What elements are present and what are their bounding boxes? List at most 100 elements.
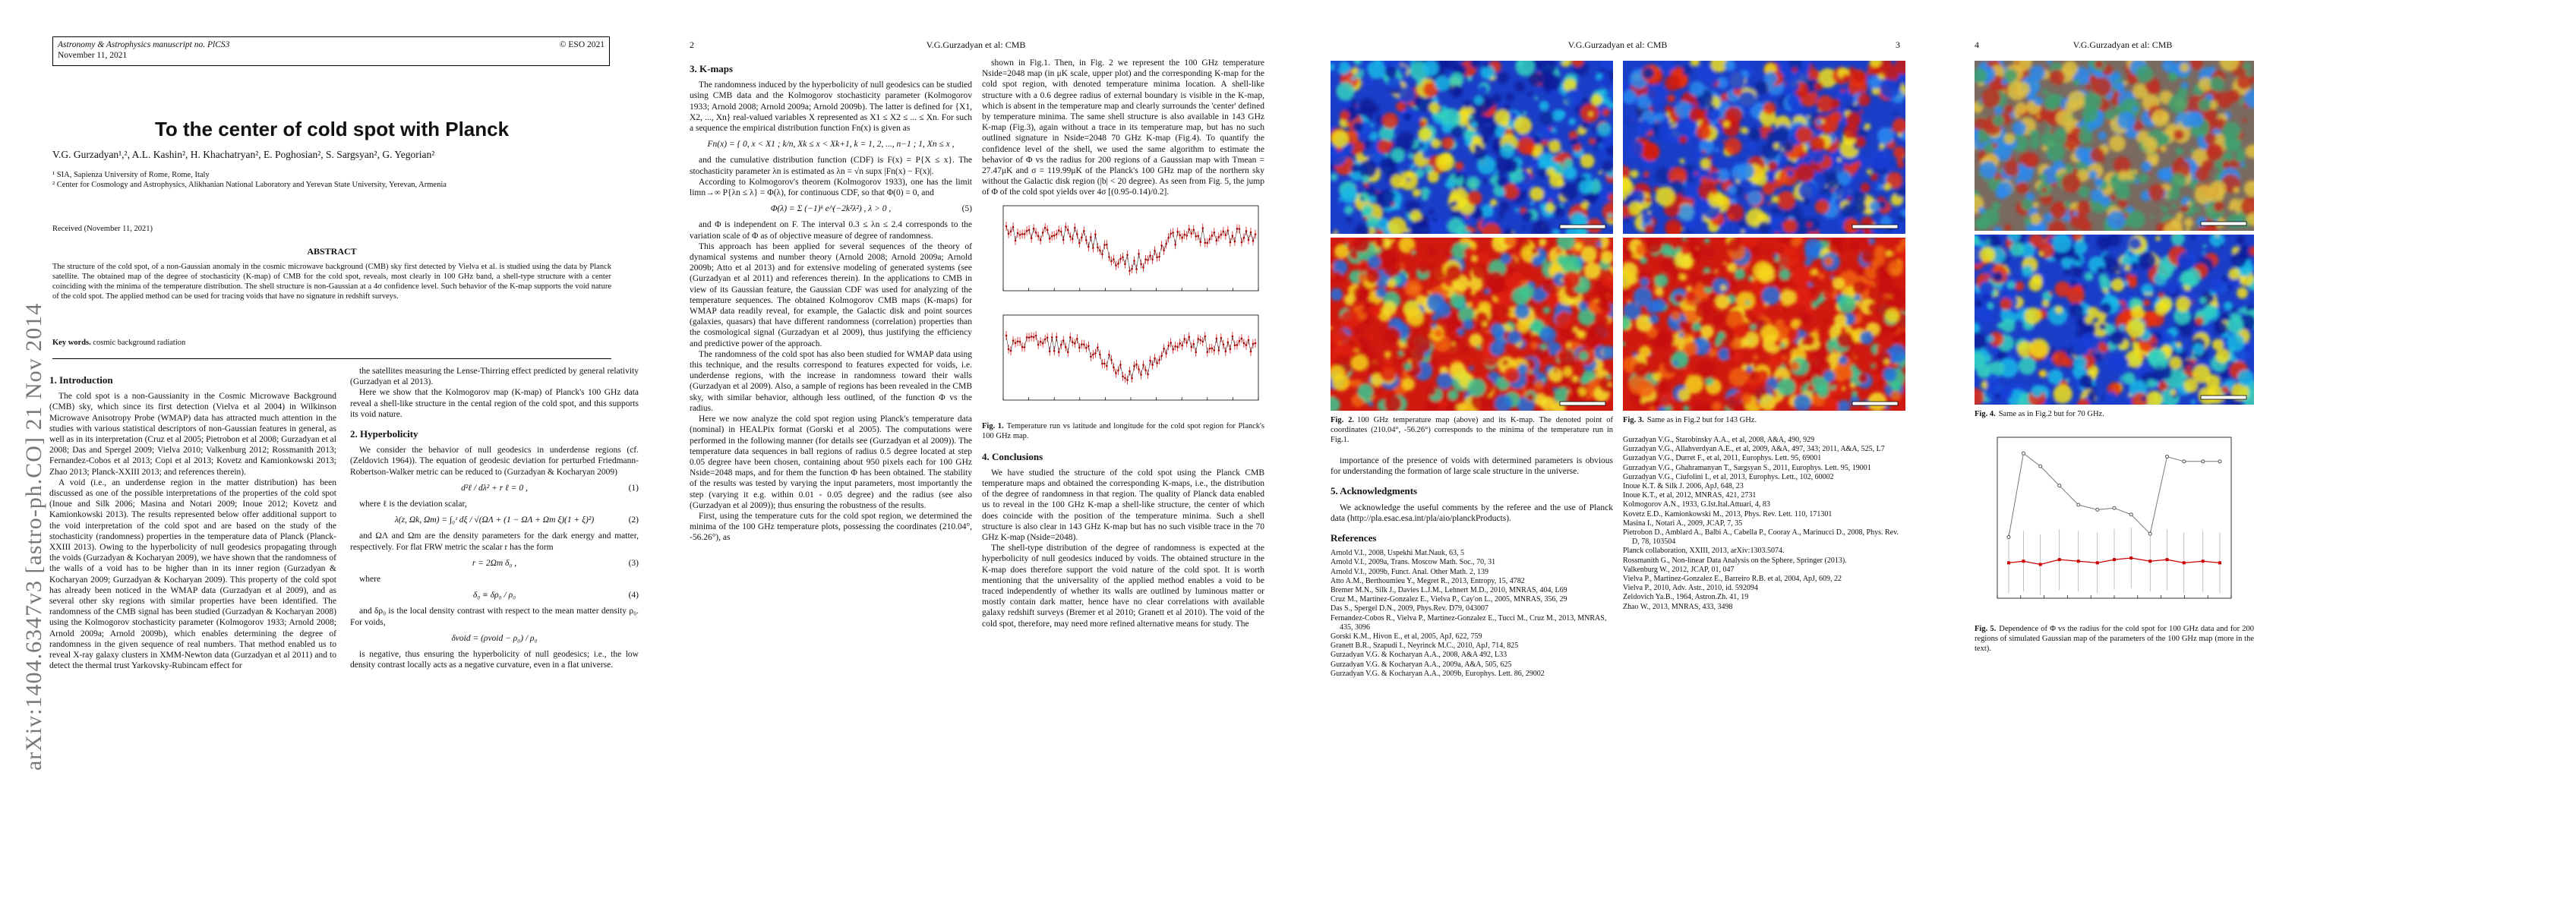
map-blob [1608, 193, 1613, 202]
map-blob [1608, 383, 1612, 386]
map-blob [1842, 266, 1848, 273]
map-blob [1777, 377, 1796, 396]
map-blob [1552, 205, 1564, 217]
map-blob [1753, 260, 1773, 280]
map-blob [1602, 134, 1613, 147]
map-blob [1480, 65, 1495, 80]
map-blob [2192, 343, 2205, 356]
map-blob [2049, 69, 2065, 86]
map-blob [1410, 210, 1422, 222]
map-blob [2117, 199, 2127, 209]
map-blob [1689, 80, 1705, 96]
map-blob [2230, 252, 2247, 268]
map-blob [2079, 129, 2093, 144]
map-blob [1727, 278, 1738, 288]
map-blob [1596, 377, 1600, 381]
map-blob [1404, 232, 1408, 234]
map-blob [2029, 338, 2050, 358]
scale-bar [2200, 395, 2247, 400]
map-blob [1867, 302, 1879, 314]
map-blob [2010, 156, 2015, 160]
map-blob [1672, 157, 1677, 162]
map-blob [1997, 168, 2003, 174]
map-blob [1847, 196, 1852, 202]
map-blob [1745, 300, 1750, 305]
map-blob [2077, 279, 2082, 285]
map-blob [2107, 235, 2121, 247]
map-blob [1413, 112, 1422, 121]
equation-body: d²ℓ / dλ² + r ℓ = 0 , [461, 483, 528, 493]
map-blob [1799, 312, 1813, 325]
equation-body: Φ(λ) = Σ (−1)ᵏ e^(−2k²λ²) , λ > 0 , [770, 204, 892, 214]
map-blob [1553, 272, 1567, 286]
map-blob [1868, 76, 1882, 90]
map-blob [1993, 271, 2003, 282]
map-blob [1779, 167, 1799, 187]
reference: Kovetz E.D., Kamionkowski M., 2013, Phys… [1623, 509, 1833, 519]
map-blob [1792, 216, 1811, 234]
map-blob [1804, 374, 1813, 383]
map-blob [1589, 175, 1596, 181]
map-blob [1427, 171, 1440, 183]
map-blob [1878, 143, 1885, 150]
map-blob [2132, 83, 2148, 99]
map-blob [1690, 273, 1700, 282]
map-blob [1678, 135, 1687, 144]
map-blob [1994, 392, 2001, 399]
map-blob [1782, 141, 1794, 153]
map-blob [1817, 95, 1834, 113]
map-blob [1564, 158, 1574, 169]
map-blob [1814, 199, 1829, 214]
map-blob [1856, 128, 1868, 140]
map-blob [1376, 189, 1397, 209]
map-blob [1424, 398, 1440, 411]
map-blob [1368, 103, 1380, 115]
map-blob [1482, 222, 1501, 234]
map-blob [1992, 201, 2001, 211]
map-blob [1490, 172, 1494, 175]
map-blob [1597, 298, 1610, 310]
map-blob [1514, 252, 1520, 259]
map-blob [1716, 169, 1730, 181]
journal: Astronomy & Astrophysics manuscript no. … [58, 40, 230, 49]
reference: Gurzadyan V.G., Ghahramanyan T., Sargsya… [1623, 463, 1871, 472]
map-blob [1351, 354, 1368, 371]
map-blob [1671, 176, 1676, 181]
map-blob [1590, 94, 1602, 106]
map-blob [1782, 305, 1789, 313]
map-blob [2202, 304, 2217, 319]
map-blob [1710, 61, 1728, 73]
figure-caption: Fig. 3. Same as in Fig.2 but for 143 GHz. [1623, 415, 1905, 425]
map-blob [1331, 271, 1342, 282]
map-blob [1756, 80, 1766, 91]
map-blob [2219, 61, 2240, 71]
map-blob [1674, 344, 1679, 350]
map-blob [1896, 157, 1903, 164]
map-blob [1358, 261, 1365, 268]
map-blob [1672, 407, 1676, 411]
map-blob [2132, 169, 2139, 175]
map-blob [2148, 184, 2165, 201]
map-blob [2015, 102, 2028, 115]
map-blob [2141, 396, 2147, 402]
map-blob [2175, 296, 2191, 312]
map-blob [1895, 61, 1905, 75]
map-blob [1633, 361, 1649, 377]
map-blob [1706, 106, 1721, 122]
map-blob [1646, 84, 1665, 103]
map-blob [1767, 201, 1772, 206]
map-blob [1752, 355, 1759, 361]
map-blob [1645, 197, 1652, 203]
map-blob [1776, 246, 1784, 254]
map-blob [2246, 347, 2249, 351]
map-blob [1623, 341, 1626, 347]
map-blob [1384, 351, 1391, 358]
abstract: The structure of the cold spot, of a non… [52, 263, 611, 301]
map-blob [1436, 372, 1454, 389]
map-blob [1901, 365, 1905, 369]
map-blob [1514, 81, 1525, 93]
map-blob [1483, 288, 1490, 295]
map-blob [2224, 137, 2241, 153]
map-blob [1482, 61, 1490, 68]
map-blob [1367, 255, 1381, 270]
